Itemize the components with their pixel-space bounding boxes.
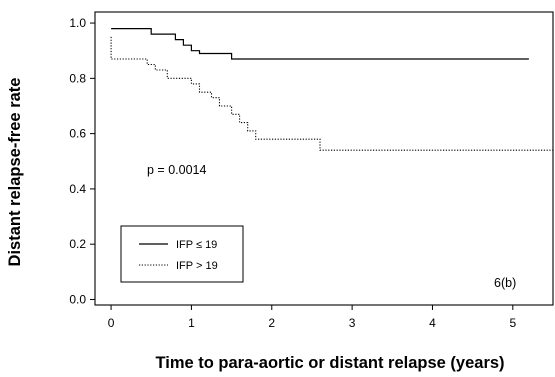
p-value-annotation: p = 0.0014: [147, 163, 206, 177]
series-layer: [110, 28, 553, 151]
x-axis-title: Time to para-aortic or distant relapse (…: [155, 354, 504, 372]
x-tick-label: 5: [509, 316, 516, 330]
y-tick-label: 0.8: [69, 71, 86, 85]
legend-box: [120, 225, 244, 283]
legend-label-ifp-le-19: IFP ≤ 19: [176, 239, 217, 251]
x-tick-label: 3: [349, 316, 356, 330]
y-tick-label: 0.0: [69, 292, 86, 306]
y-axis-title: Distant relapse-free rate: [6, 78, 24, 267]
x-tick-label: 0: [108, 316, 115, 330]
x-tick-label: 1: [188, 316, 195, 330]
plot-border: [94, 11, 554, 306]
x-tick-label: 4: [429, 316, 436, 330]
legend: IFP ≤ 19 IFP > 19: [120, 225, 244, 283]
y-tick-label: 0.6: [69, 127, 86, 141]
plot-frame: [94, 11, 554, 306]
y-tick-label: 0.2: [69, 237, 86, 251]
y-tick-label: 0.4: [69, 182, 86, 196]
series-line-ifp-le-19: [111, 28, 529, 60]
series-line-ifp-gt-19: [110, 36, 553, 151]
panel-label: 6(b): [494, 276, 516, 290]
legend-label-ifp-gt-19: IFP > 19: [176, 260, 218, 272]
x-tick-label: 2: [268, 316, 275, 330]
y-tick-label: 1.0: [69, 16, 86, 30]
axis-ticks: 0.0 0.2 0.4 0.6 0.8 1.0 0 1 2 3 4 5: [69, 16, 516, 330]
